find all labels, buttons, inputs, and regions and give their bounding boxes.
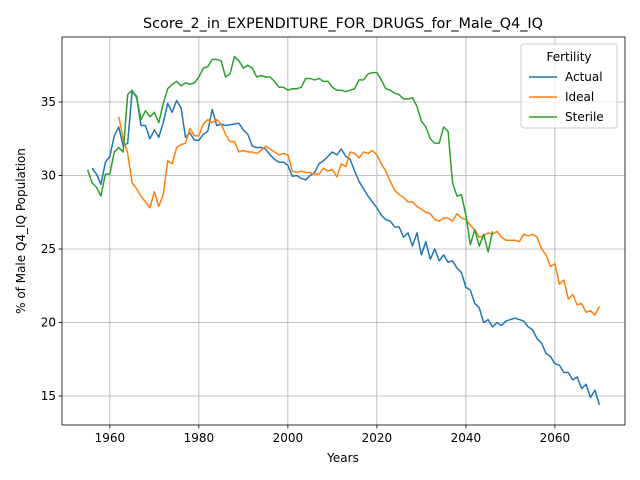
- data-line: [86, 55, 494, 253]
- plot-frame: [61, 36, 626, 426]
- legend: Fertility Actual Ideal Sterile: [520, 43, 618, 129]
- legend-label: Sterile: [565, 110, 604, 124]
- x-tick-label: 2020: [362, 431, 393, 445]
- x-tick-label: 2000: [273, 431, 304, 445]
- x-axis-label: Years: [326, 451, 359, 465]
- x-tick-label: 1980: [184, 431, 215, 445]
- legend-box: [520, 43, 618, 129]
- chart-title: Score_2_in_EXPENDITURE_FOR_DRUGS_for_Mal…: [143, 16, 543, 32]
- legend-label: Ideal: [565, 90, 594, 104]
- y-tick-label: 35: [41, 95, 56, 109]
- data-line: [91, 90, 601, 406]
- x-tick-label: 2040: [451, 431, 482, 445]
- y-tick-label: 20: [41, 316, 56, 330]
- legend-title: Fertility: [546, 50, 591, 64]
- y-tick-label: 30: [41, 168, 56, 182]
- legend-label: Actual: [565, 70, 603, 84]
- data-line: [118, 116, 601, 316]
- x-tick-label: 2060: [540, 431, 571, 445]
- y-tick-label: 15: [41, 389, 56, 403]
- y-tick-label: 25: [41, 242, 56, 256]
- y-axis-label: % of Male Q4_IQ Population: [14, 148, 28, 314]
- x-tick-label: 1960: [95, 431, 126, 445]
